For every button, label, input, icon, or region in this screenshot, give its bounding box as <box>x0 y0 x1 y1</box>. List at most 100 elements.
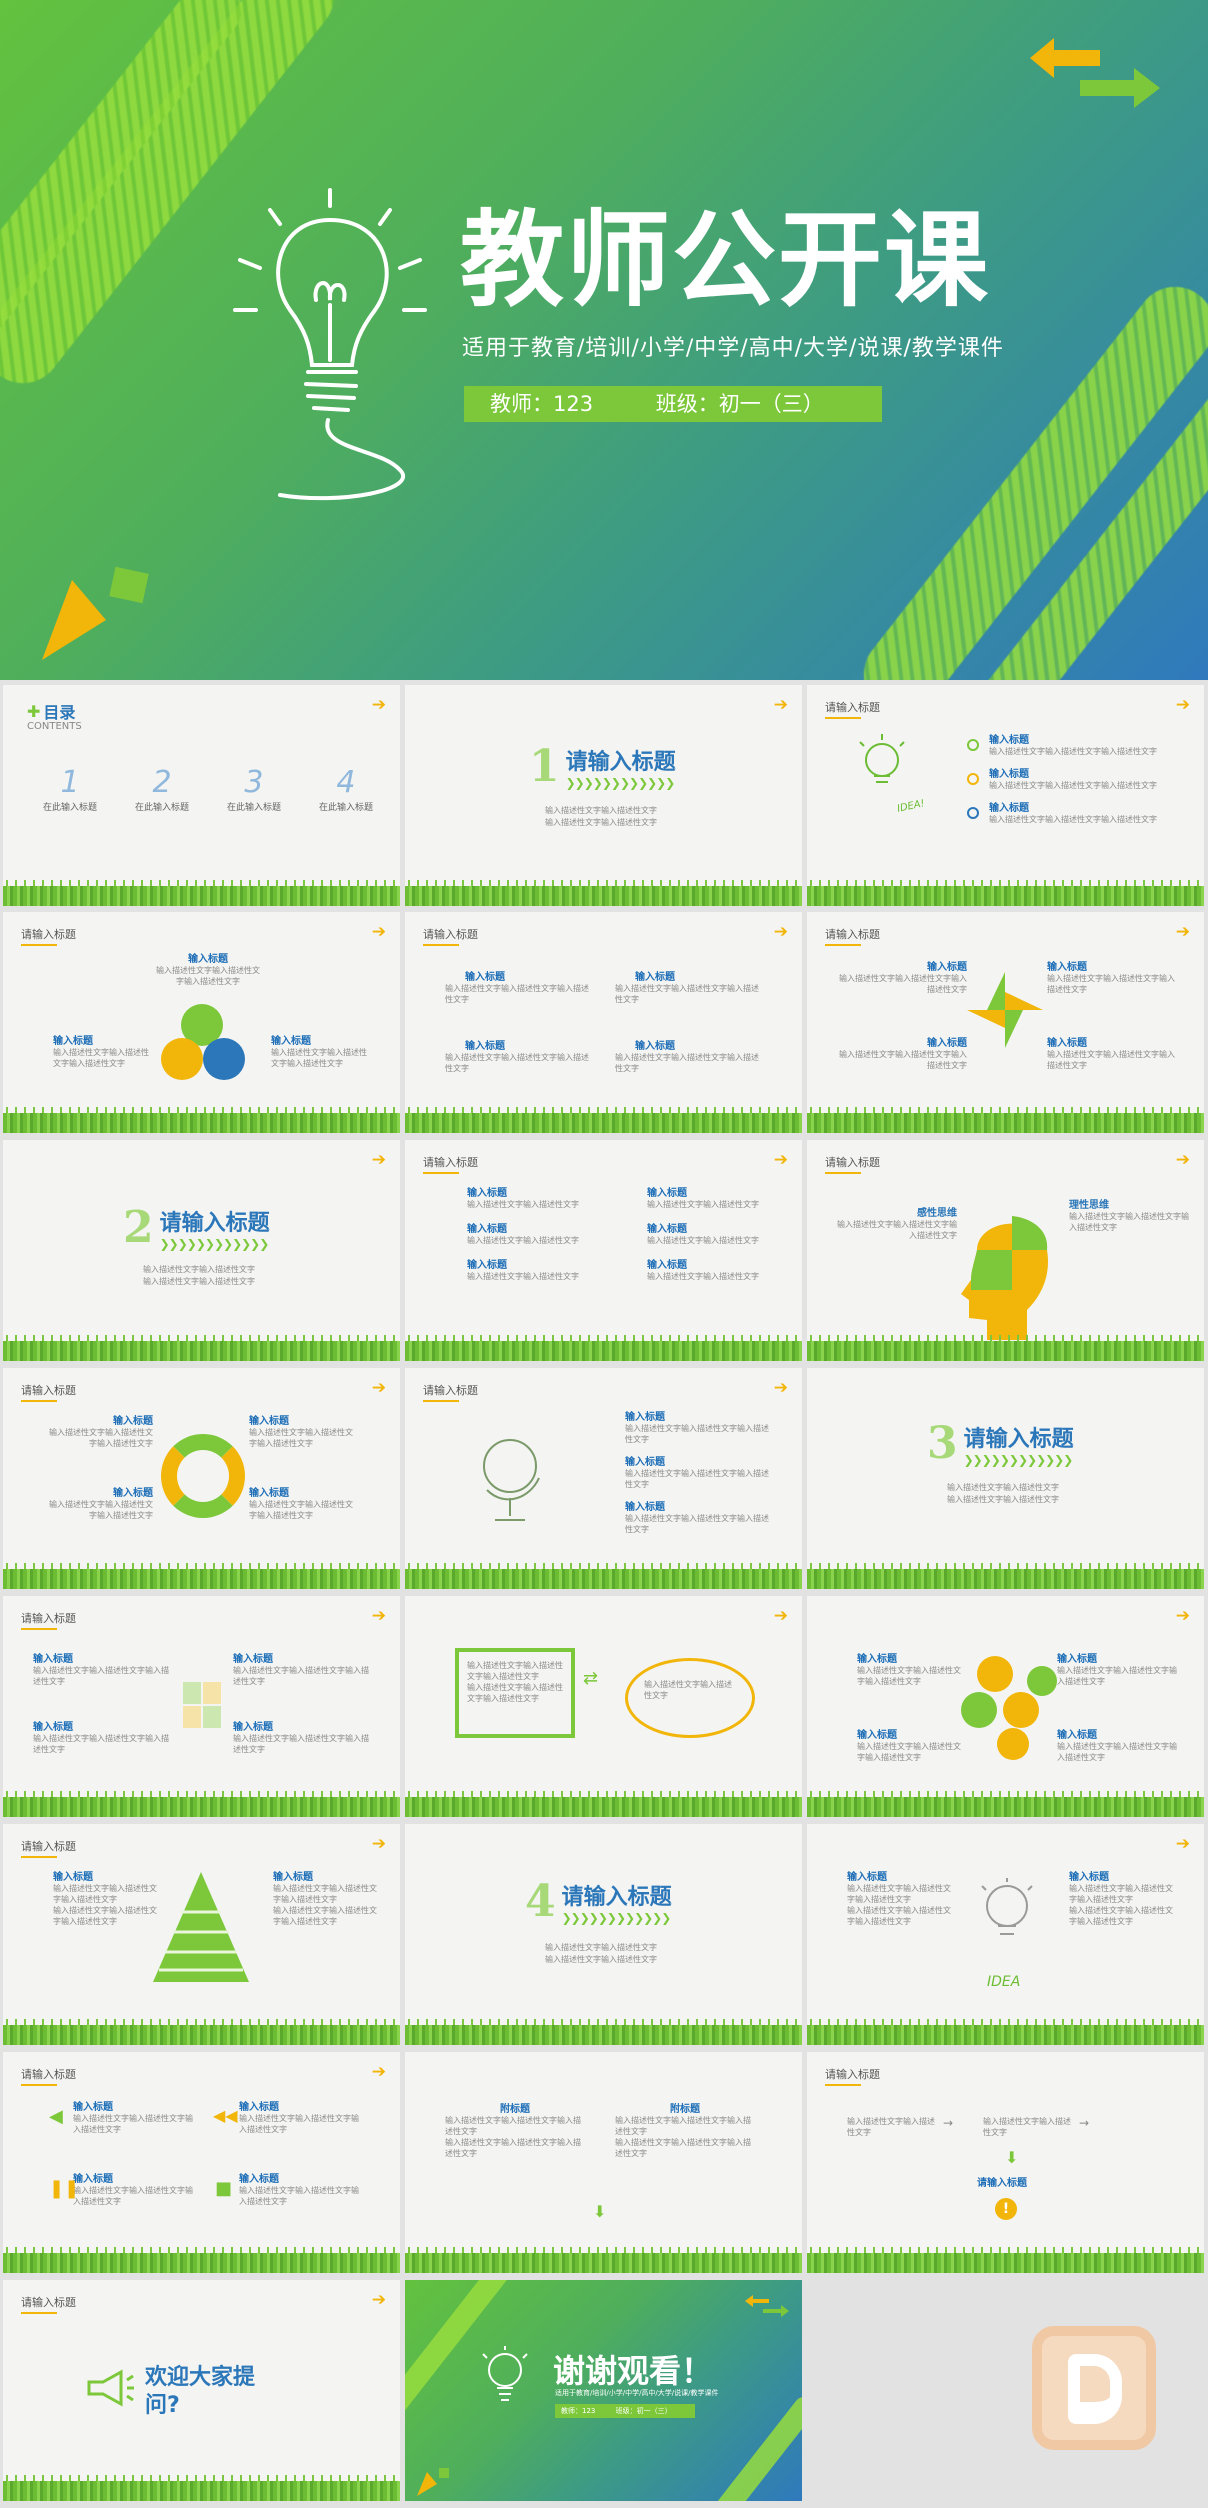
slide-four-items[interactable]: 请输入标题 ➔ 输入标题 输入描述性文字输入描述性文字输入描述性文字 输入标题 … <box>405 912 802 1133</box>
arrows-icon <box>1030 38 1160 108</box>
slide-header: 请输入标题 <box>825 699 880 719</box>
slide-numbered-list[interactable]: 请输入标题 ➔ 输入标题 输入描述性文字输入描述性文字 输入标题 输入描述性文字输入… <box>405 1140 802 1361</box>
toc-item[interactable]: 3 在此输入标题 <box>226 765 281 813</box>
next-arrow-icon: ➔ <box>773 1606 788 1626</box>
toc-item[interactable]: 4 在此输入标题 <box>318 765 373 813</box>
idea-bulb-icon <box>859 734 905 783</box>
section-title: 请输入标题 <box>565 749 676 775</box>
slide-idea-bulb[interactable]: ➔ 输入标题 输入描述性文字输入描述性文字输入描述性文字 输入描述性文字输入描述性文… <box>807 1824 1204 2045</box>
cover-info-bar: 教师：123 班级：初一（三） <box>464 386 882 422</box>
section-title: 请输入标题 <box>561 1884 672 1910</box>
slide-toc[interactable]: ✚ 目录 CONTENTS ➔ 1 在此输入标题 2 在此输入标题 3 在此输入… <box>3 685 400 906</box>
slide-blobs[interactable]: ➔ 输入标题 输入描述性文字输入描述性文字输入描述性文字 输入标题 输入描述性文字输… <box>807 1596 1204 1817</box>
slide-three-circles[interactable]: 请输入标题 ➔ 输入标题 输入描述性文字输入描述性文字输入描述性文字 输入标题 … <box>3 912 400 1133</box>
pinwheel-icon <box>967 972 1043 1048</box>
blob-yellow <box>997 1728 1029 1760</box>
flow-title: 请输入标题 <box>977 2178 1027 2189</box>
list-item: 输入标题 输入描述性文字输入描述性文字输入描述性文字 <box>967 765 1167 791</box>
section-title: 请输入标题 <box>159 1210 270 1236</box>
slide-header: 请输入标题 <box>825 926 880 946</box>
section-desc: 输入描述性文字输入描述性文字 <box>545 818 657 827</box>
slide-header: 请输入标题 <box>21 1382 76 1402</box>
blob-yellow <box>977 1656 1013 1692</box>
toc-item[interactable]: 1 在此输入标题 <box>43 765 98 813</box>
slide-swot[interactable]: 请输入标题 ➔ 输入标题 输入描述性文字输入描述性文字输入描述性文字 输入标题 输入… <box>3 1596 400 1817</box>
section-desc: 输入描述性文字输入描述性文字 <box>947 1483 1059 1492</box>
section-number: 4 <box>525 1876 556 1927</box>
megaphone-icon <box>87 2369 134 2407</box>
slide-chalk-frames[interactable]: ➔ 输入描述性文字输入描述性文字输入描述性文字 输入描述性文字输入描述性文字输入… <box>405 1596 802 1817</box>
idea-label: IDEA <box>987 1974 1021 1990</box>
bullet-circle <box>967 739 979 751</box>
teacher-label: 教师：123 <box>490 392 594 416</box>
section-number: 1 <box>529 741 560 792</box>
slide-globe[interactable]: 请输入标题 ➔ 输入标题 输入描述性文字输入描述性文字输入描述性文字 输入标题 输入… <box>405 1368 802 1589</box>
grass-border <box>3 1335 400 1361</box>
slide-section-4[interactable]: 4 请输入标题 ❯❯❯❯❯❯❯❯❯❯❯❯ 输入描述性文字输入描述性文字 输入描述… <box>405 1824 802 2045</box>
blue-circle <box>203 1038 245 1080</box>
grass-border <box>405 1791 802 1817</box>
grass-border <box>807 2019 1204 2045</box>
slide-flow[interactable]: 请输入标题 输入描述性文字输入描述性文字 → 输入描述性文字输入描述性文字 → … <box>807 2052 1204 2273</box>
yellow-circle <box>161 1038 203 1080</box>
next-arrow-icon: ➔ <box>1175 1834 1190 1854</box>
chevrons-icon: ❯❯❯❯❯❯❯❯❯❯❯❯ <box>561 1910 672 1925</box>
chevrons-icon: ❯❯❯❯❯❯❯❯❯❯❯❯ <box>963 1452 1074 1467</box>
chevrons-icon: ❯❯❯❯❯❯❯❯❯❯❯❯ <box>565 775 676 790</box>
sub-title: 附标题 <box>670 2104 700 2115</box>
slide-icon-list[interactable]: 请输入标题 ➔ 输入标题 输入描述性文字输入描述性文字输入描述性文字 输入标题 输入… <box>3 2052 400 2273</box>
slide-pinwheel[interactable]: 请输入标题 ➔ 输入标题 输入描述性文字输入描述性文字输入描述性文字 输入标题 … <box>807 912 1204 1133</box>
list-item: 输入标题 输入描述性文字输入描述性文字输入描述性文字 <box>967 731 1167 757</box>
toc-item[interactable]: 2 在此输入标题 <box>134 765 189 813</box>
slide-section-3[interactable]: 3 请输入标题 ❯❯❯❯❯❯❯❯❯❯❯❯ 输入描述性文字输入描述性文字 输入描述… <box>807 1368 1204 1589</box>
toc-title: 目录 <box>43 703 76 722</box>
section-number: 2 <box>123 1202 154 1253</box>
slide-head-thinking[interactable]: 请输入标题 ➔ 感性思维 输入描述性文字输入描述性文字输入描述性文字 理性思维 … <box>807 1140 1204 1361</box>
grass-border <box>405 1107 802 1133</box>
chalk-pieces-icon <box>42 566 149 660</box>
blob-yellow <box>1003 1692 1039 1728</box>
slide-header: 请输入标题 <box>21 1610 76 1630</box>
grass-border <box>807 880 1204 906</box>
toc-subtitle: CONTENTS <box>27 721 82 732</box>
slide-section-1[interactable]: ➔ 1 请输入标题 ❯❯❯❯❯❯❯❯❯❯❯❯ 输入描述性文字输入描述性文字 输入… <box>405 685 802 906</box>
slide-header: 请输入标题 <box>423 926 478 946</box>
slide-qa[interactable]: 请输入标题 ➔ 欢迎大家提问? <box>3 2280 400 2501</box>
stop-icon: ■ <box>215 2178 233 2199</box>
cover-slide[interactable]: 教师公开课 适用于教育/培训/小学/中学/高中/大学/说课/教学课件 教师：12… <box>0 0 1208 680</box>
chalk-stroke <box>691 2392 802 2501</box>
tree-icon <box>153 1872 249 1982</box>
section-desc: 输入描述性文字输入描述性文字 <box>143 1265 255 1274</box>
slide-subtitles[interactable]: 附标题 输入描述性文字输入描述性文字输入描述性文字 输入描述性文字输入描述性文字… <box>405 2052 802 2273</box>
globe-icon <box>483 1439 540 1521</box>
thanks-subtitle: 适用于教育/培训/小学/中学/高中/大学/说课/教学课件 <box>555 2389 719 2397</box>
pause-icon: ❚❚ <box>49 2178 80 2199</box>
next-arrow-icon: ➔ <box>1175 1150 1190 1170</box>
slide-thanks[interactable]: 谢谢观看！ 适用于教育/培训/小学/中学/高中/大学/说课/教学课件 教师：12… <box>405 2280 802 2501</box>
grass-border <box>807 1335 1204 1361</box>
section-desc: 输入描述性文字输入描述性文字 <box>143 1277 255 1286</box>
next-arrow-icon: ➔ <box>371 2290 386 2310</box>
next-arrow-icon: ➔ <box>1175 695 1190 715</box>
rewind-icon: ◀◀ <box>213 2106 238 2125</box>
section-desc: 输入描述性文字输入描述性文字 <box>545 806 657 815</box>
slide-tree[interactable]: 请输入标题 ➔ 输入标题 输入描述性文字输入描述性文字输入描述性文字 输入描述性文字… <box>3 1824 400 2045</box>
double-arrow-icon: ⇄ <box>583 1668 599 1689</box>
grass-border <box>3 880 400 906</box>
swot-letters <box>183 1682 223 1732</box>
slide-section-2[interactable]: ➔ 2 请输入标题 ❯❯❯❯❯❯❯❯❯❯❯❯ 输入描述性文字输入描述性文字 输入… <box>3 1140 400 1361</box>
slide-idea-list[interactable]: 请输入标题 ➔ IDEA! 输入标题 输入描述性文字输入描述性文字输入描述性文字… <box>807 685 1204 906</box>
thanks-title: 谢谢观看！ <box>553 2352 714 2390</box>
next-arrow-icon: ➔ <box>371 1378 386 1398</box>
next-arrow-icon: ➔ <box>371 1150 386 1170</box>
next-arrow-icon: ➔ <box>1175 1606 1190 1626</box>
slide-ring[interactable]: 请输入标题 ➔ 输入标题 输入描述性文字输入描述性文字输入描述性文字 输入标题 输入… <box>3 1368 400 1589</box>
list-item: 输入标题 输入描述性文字输入描述性文字输入描述性文字 <box>967 799 1167 825</box>
bullet-circle <box>967 773 979 785</box>
grass-border <box>3 1791 400 1817</box>
grass-border <box>807 1107 1204 1133</box>
lightbulb-icon <box>981 1878 1033 1935</box>
slide-header: 请输入标题 <box>21 926 76 946</box>
section-number: 3 <box>927 1418 958 1469</box>
class-label: 班级：初一（三） <box>655 392 824 416</box>
